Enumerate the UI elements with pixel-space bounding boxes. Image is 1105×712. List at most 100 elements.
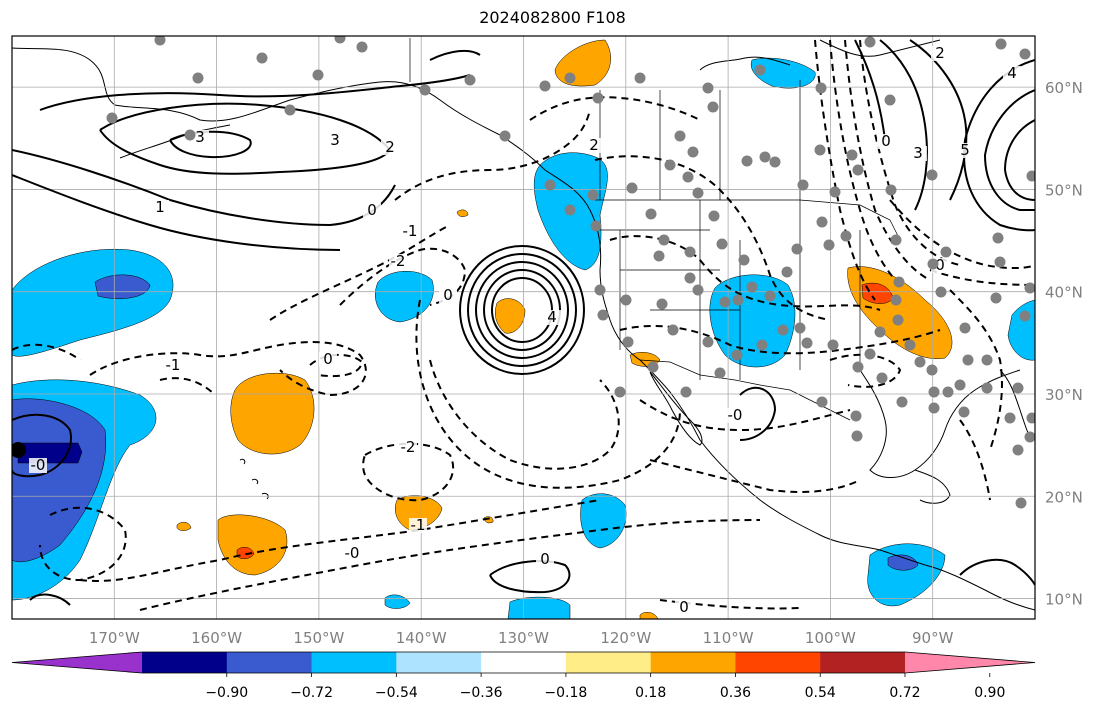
station-marker — [106, 112, 118, 124]
positive-anomaly-region — [456, 209, 469, 217]
dashed-contour — [429, 359, 620, 470]
dashed-contour — [415, 299, 681, 489]
solid-contour — [29, 593, 71, 606]
station-marker — [499, 130, 511, 142]
station-marker — [647, 361, 659, 373]
station-marker — [994, 256, 1006, 268]
dashed-contour — [844, 39, 931, 281]
colorbar-tick-label: −0.90 — [205, 685, 248, 701]
solid-contour — [983, 89, 1035, 211]
station-marker — [981, 382, 993, 394]
station-marker — [791, 243, 803, 255]
station-marker — [192, 72, 204, 84]
station-marker — [769, 156, 781, 168]
station-marker — [664, 159, 676, 171]
contour-label: 0 — [323, 350, 333, 368]
longitude-tick-label: 170°W — [89, 629, 140, 647]
hudson-bay-west — [699, 56, 791, 71]
station-marker — [1026, 412, 1035, 424]
station-marker — [864, 36, 876, 48]
colorbar — [11, 651, 1036, 677]
station-marker — [622, 336, 634, 348]
station-marker — [892, 314, 904, 326]
station-marker — [958, 406, 970, 418]
solid-contour — [1003, 119, 1035, 201]
station-marker — [893, 276, 905, 288]
station-marker — [959, 322, 971, 334]
hawaii — [239, 458, 269, 500]
positive-anomaly-region — [230, 372, 315, 455]
map-title: 2024082800 F108 — [479, 8, 626, 27]
contour-label: 0 — [443, 286, 453, 304]
solid-contour — [99, 102, 392, 175]
station-marker — [926, 364, 938, 376]
contour-label: -1 — [403, 222, 418, 240]
station-marker — [653, 250, 665, 262]
station-marker — [590, 220, 602, 232]
station-marker — [801, 337, 813, 349]
station-marker — [592, 92, 604, 104]
station-marker — [680, 386, 692, 398]
longitude-tick-label: 90°W — [912, 629, 954, 647]
station-marker — [544, 179, 556, 191]
station-marker — [827, 339, 839, 351]
station-marker — [702, 82, 714, 94]
station-marker — [940, 246, 952, 258]
station-marker — [914, 356, 926, 368]
dashed-contour — [79, 499, 601, 582]
solid-contour — [429, 49, 481, 61]
station-marker — [781, 266, 793, 278]
dashed-contour — [394, 109, 591, 201]
station-marker — [777, 324, 789, 336]
station-marker — [928, 386, 940, 398]
station-marker — [356, 41, 368, 53]
solid-contour — [467, 253, 577, 367]
station-marker — [981, 354, 993, 366]
station-marker — [876, 372, 888, 384]
colorbar-segment — [396, 652, 482, 673]
station-marker — [312, 69, 324, 81]
station-marker — [597, 309, 609, 321]
contour-label: 2 — [935, 44, 945, 62]
dashed-contour — [89, 341, 367, 397]
contour-label: 4 — [547, 308, 557, 326]
contour-label: 0 — [935, 256, 945, 274]
station-marker — [850, 410, 862, 422]
station-marker — [840, 230, 852, 242]
longitude-tick-label: 130°W — [498, 629, 549, 647]
station-marker — [1019, 310, 1031, 322]
colorbar-extend-low — [12, 652, 142, 673]
colorbar-outline — [11, 651, 1036, 674]
station-marker — [942, 386, 954, 398]
station-marker — [851, 430, 863, 442]
map-frame — [11, 35, 1036, 620]
coastlines — [12, 39, 1035, 611]
station-marker — [684, 272, 696, 284]
longitude-tick-label: 120°W — [600, 629, 651, 647]
station-marker — [738, 254, 750, 266]
station-marker — [754, 64, 766, 76]
dashed-contour — [139, 519, 761, 611]
station-marker — [995, 38, 1007, 50]
contour-label: 5 — [960, 141, 970, 159]
contour-label: 0 — [679, 598, 689, 616]
contour-labels: 3 2 1 0 -1 -2 0 -1 -2 -0 -1 -0 2 3 4 0 0 0 3 5 4 2 0 0 -0 — [29, 44, 1021, 616]
station-marker — [1015, 497, 1027, 509]
station-marker — [759, 151, 771, 163]
latitude-tick-labels: 60°N 50°N 40°N 30°N 20°N 10°N — [1045, 79, 1083, 608]
station-marker — [928, 402, 940, 414]
station-marker — [256, 52, 268, 64]
station-marker — [814, 144, 826, 156]
station-marker — [746, 281, 758, 293]
negative-anomaly-region — [17, 442, 83, 464]
station-marker — [645, 208, 657, 220]
dashed-contour — [594, 155, 831, 321]
station-marker — [284, 104, 296, 116]
colorbar-tick-label: 0.54 — [805, 685, 836, 701]
contour-label: 2 — [385, 138, 395, 156]
colorbar-tick-label: −0.18 — [544, 685, 587, 701]
colorbar-tick-label: 0.90 — [974, 685, 1005, 701]
station-marker — [702, 336, 714, 348]
station-marker — [732, 294, 744, 306]
gridlines — [12, 36, 1035, 619]
